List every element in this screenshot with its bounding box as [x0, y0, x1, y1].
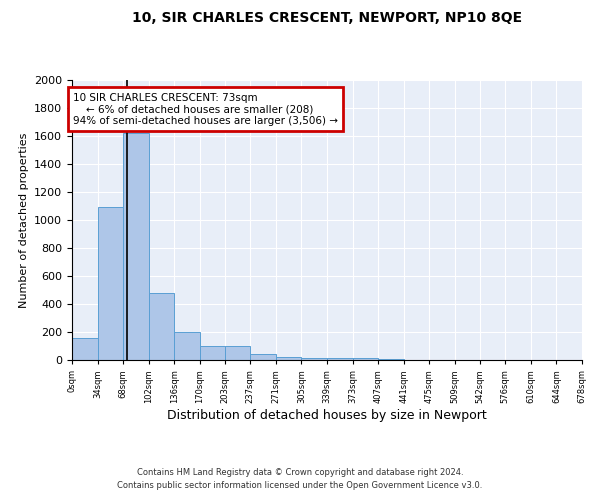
Y-axis label: Number of detached properties: Number of detached properties	[19, 132, 29, 308]
Bar	[175, 332, 200, 360]
Bar	[276, 356, 301, 360]
Text: 10 SIR CHARLES CRESCENT: 73sqm
    ← 6% of detached houses are smaller (208)
94%: 10 SIR CHARLES CRESCENT: 73sqm ← 6% of d…	[73, 92, 338, 126]
Bar	[123, 133, 149, 360]
Title: 10, SIR CHARLES CRESCENT, NEWPORT, NP10 8QE: 10, SIR CHARLES CRESCENT, NEWPORT, NP10 …	[132, 10, 522, 24]
Bar	[250, 354, 276, 360]
Text: Contains HM Land Registry data © Crown copyright and database right 2024.
Contai: Contains HM Land Registry data © Crown c…	[118, 468, 482, 490]
Bar	[72, 338, 98, 360]
Bar	[224, 346, 250, 360]
Bar	[98, 208, 123, 360]
X-axis label: Distribution of detached houses by size in Newport: Distribution of detached houses by size …	[167, 408, 487, 422]
Bar	[353, 358, 378, 360]
Bar	[200, 346, 224, 360]
Bar	[149, 293, 175, 360]
Bar	[301, 358, 327, 360]
Bar	[327, 358, 353, 360]
